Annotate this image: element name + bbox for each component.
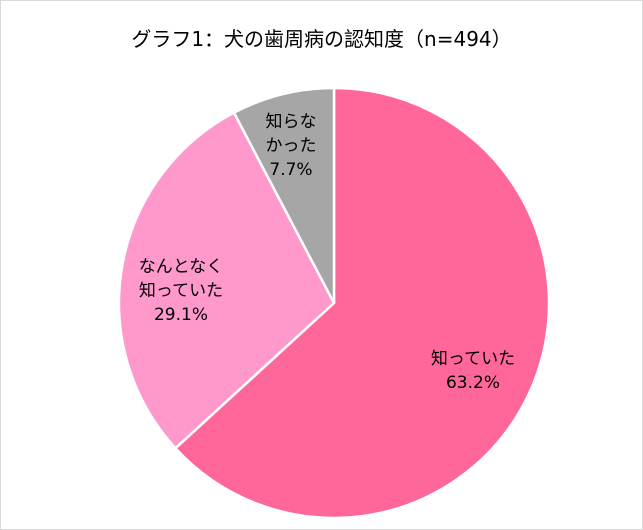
value-label: 63.2% <box>445 373 500 393</box>
value-label: 7.7% <box>269 160 313 180</box>
chart-title: グラフ1：犬の歯周病の認知度（n=494） <box>131 27 512 51</box>
category-label: なんとなく知っていた <box>138 257 224 301</box>
pie-slice <box>232 86 336 304</box>
category-label: 知らなかった <box>265 112 317 156</box>
slice-label: 知っていた 63.2% <box>431 347 516 395</box>
value-label: 29.1% <box>153 305 208 325</box>
slice-label: 知らなかった 7.7% <box>266 110 317 182</box>
pie-slice <box>173 86 551 520</box>
pie-slice <box>117 110 336 450</box>
slice-label: なんとなく知っていた 29.1% <box>139 255 224 327</box>
category-label: 知っていた <box>430 349 516 369</box>
